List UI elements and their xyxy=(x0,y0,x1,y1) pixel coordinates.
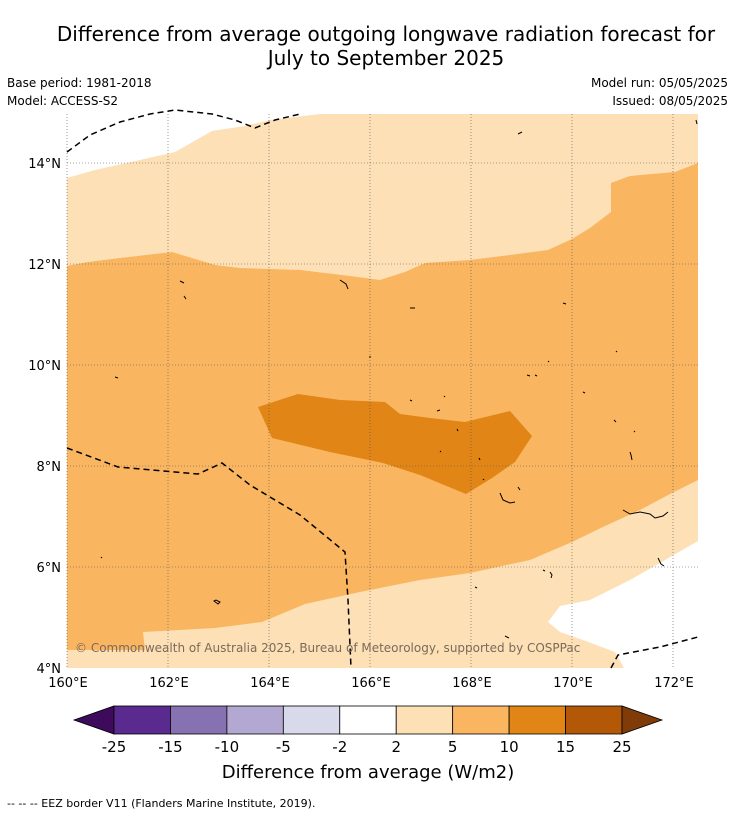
colorbar-bin xyxy=(508,705,566,735)
colorbar-bin xyxy=(565,705,623,735)
issued-date: Issued: 08/05/2025 xyxy=(612,94,728,108)
colorbar-bin xyxy=(339,705,397,735)
map-title: Difference from average outgoing longwav… xyxy=(0,22,736,70)
colorbar-tick-label: -25 xyxy=(102,738,127,756)
colorbar-tick-label: 10 xyxy=(500,738,519,756)
lon-tick: 172°E xyxy=(654,676,694,691)
meta-left: Base period: 1981-2018 Model: ACCESS-S2 xyxy=(7,74,152,110)
colorbar-bin xyxy=(452,705,510,735)
region-10-15-center xyxy=(258,394,532,494)
colorbar-tick-label: 5 xyxy=(448,738,458,756)
colorbar-tick-label: 2 xyxy=(391,738,401,756)
region-neutral-southeast xyxy=(548,541,698,668)
lat-tick: 8°N xyxy=(37,460,62,475)
lat-tick: 4°N xyxy=(37,662,62,677)
map-plot xyxy=(66,109,699,669)
copyright-notice: © Commonwealth of Australia 2025, Bureau… xyxy=(75,641,581,655)
longitude-axis: 160°E 162°E 164°E 166°E 168°E 170°E 172°… xyxy=(48,676,694,691)
lon-tick: 170°E xyxy=(553,676,593,691)
colorbar-tick-label: 15 xyxy=(556,738,575,756)
region-2-5-south xyxy=(67,480,698,668)
colorbar-tick-label: -2 xyxy=(332,738,347,756)
lon-tick: 168°E xyxy=(452,676,492,691)
lon-tick: 160°E xyxy=(48,676,88,691)
lon-tick: 164°E xyxy=(250,676,290,691)
colorbar-tick-label: -10 xyxy=(215,738,240,756)
region-neutral-northwest xyxy=(67,114,320,178)
colorbar-bin xyxy=(395,705,454,735)
graticule xyxy=(66,114,698,668)
lat-tick: 10°N xyxy=(28,359,61,374)
model-run: Model run: 05/05/2025 xyxy=(590,76,728,90)
title-line-1: Difference from average outgoing longwav… xyxy=(56,22,716,46)
lat-tick: 14°N xyxy=(28,157,61,172)
region-2-5-north xyxy=(67,114,698,280)
colorbar-tick-label: 25 xyxy=(612,738,631,756)
colorbar-tick-label: -15 xyxy=(158,738,183,756)
colorbar-title: Difference from average (W/m2) xyxy=(222,762,514,783)
colorbar-bin xyxy=(113,705,171,735)
model-name: Model: ACCESS-S2 xyxy=(7,94,119,108)
title-line-2: July to September 2025 xyxy=(267,46,505,70)
colorbar-bin xyxy=(282,705,341,735)
lon-tick: 166°E xyxy=(351,676,391,691)
colorbar-bin xyxy=(226,705,284,735)
eez-legend-note: -- -- -- EEZ border V11 (Flanders Marine… xyxy=(7,797,316,810)
islands xyxy=(100,119,698,639)
lon-tick: 162°E xyxy=(149,676,189,691)
colorbar-labels: -25 -15 -10 -5 -2 2 5 10 15 25 xyxy=(102,738,632,756)
colorbar-tick-label: -5 xyxy=(276,738,291,756)
eez-borders xyxy=(66,109,699,669)
base-period: Base period: 1981-2018 xyxy=(7,76,152,90)
lat-tick: 12°N xyxy=(28,258,61,273)
colorbar xyxy=(72,705,664,735)
latitude-axis: 14°N 12°N 10°N 8°N 6°N 4°N xyxy=(28,157,61,677)
meta-right: Model run: 05/05/2025 Issued: 08/05/2025 xyxy=(591,74,728,110)
colorbar-extend-high xyxy=(621,705,664,735)
colorbar-bin xyxy=(170,705,228,735)
colorbar-extend-low xyxy=(72,705,115,735)
lat-tick: 6°N xyxy=(37,561,62,576)
